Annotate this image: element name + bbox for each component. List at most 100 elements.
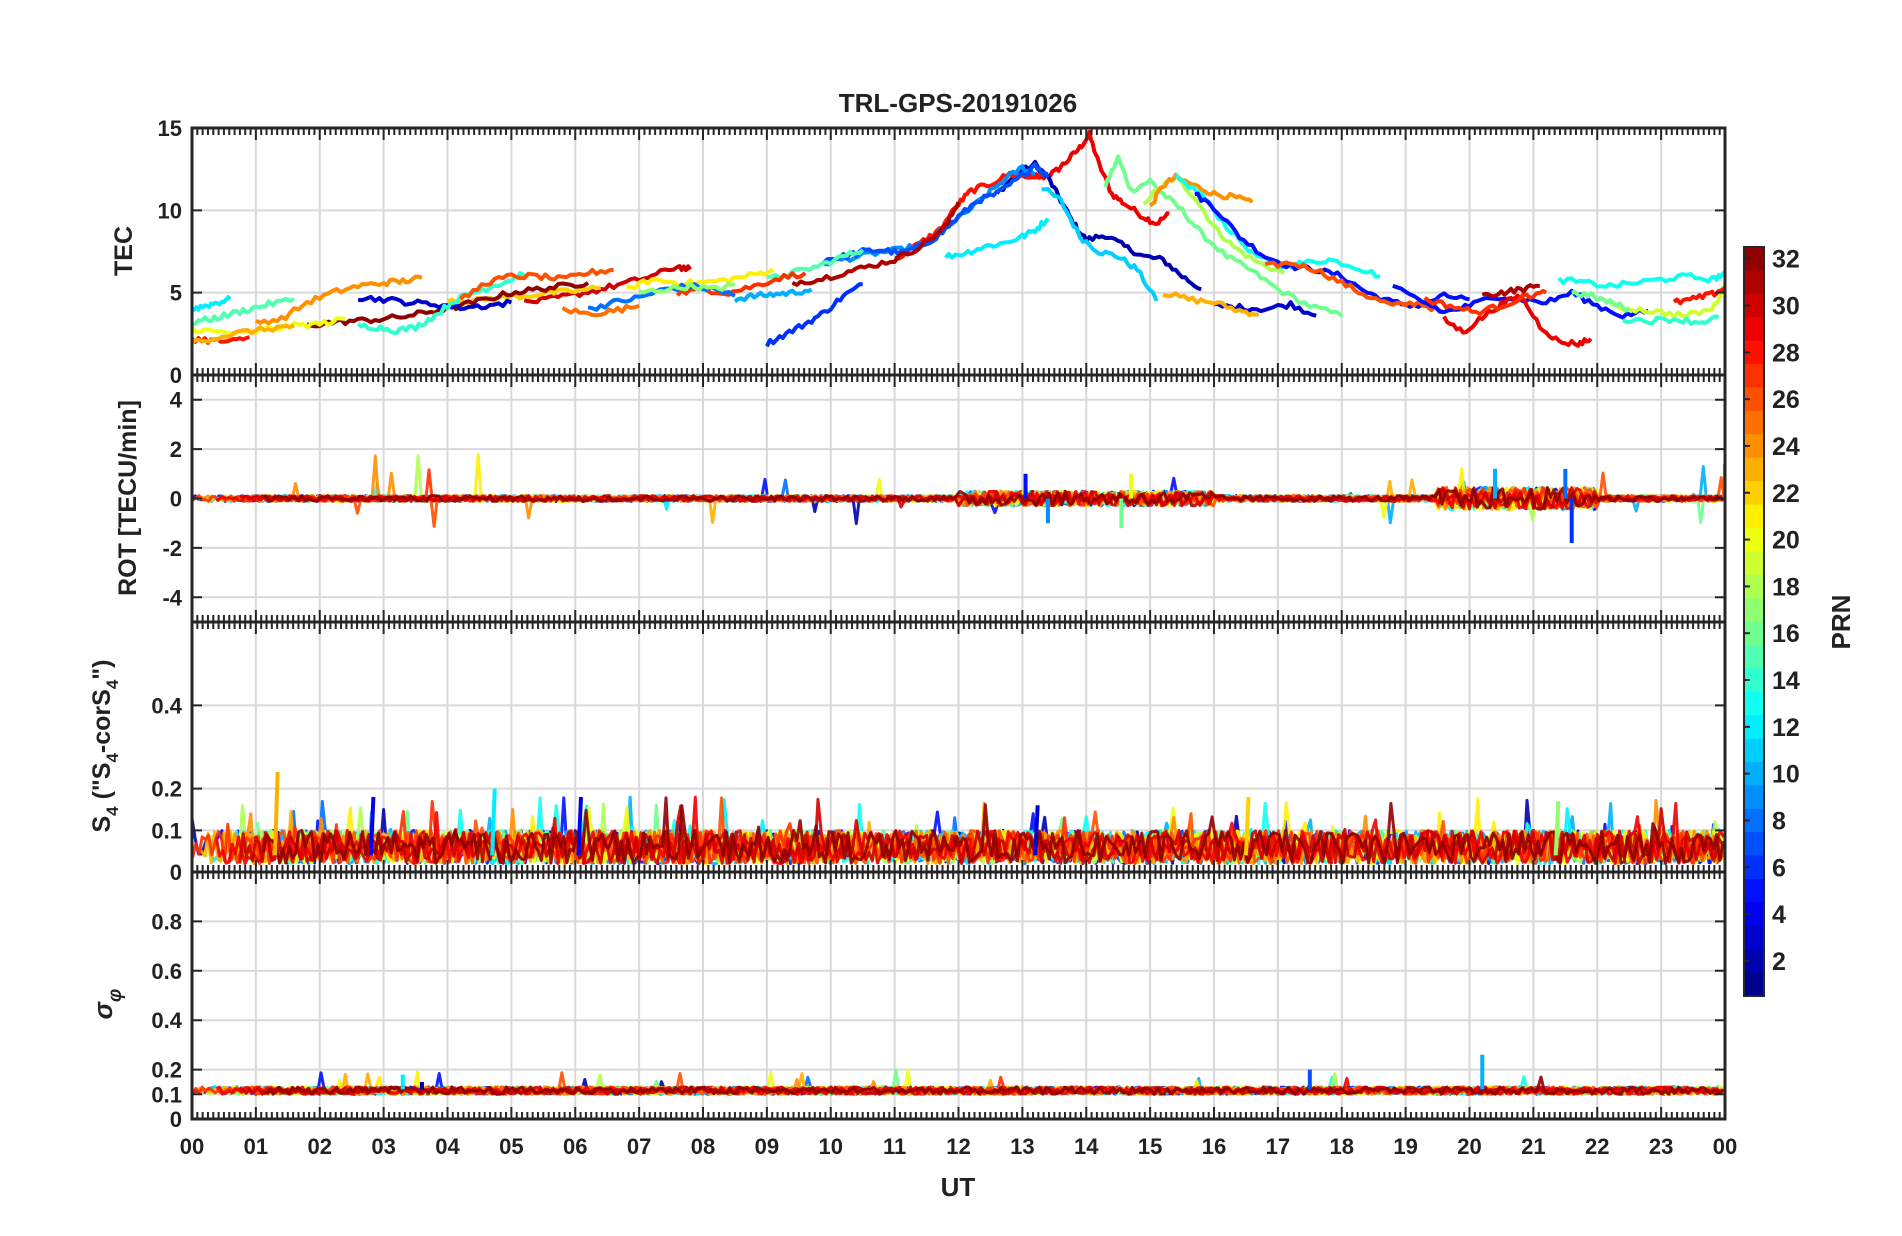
tec-series-line	[1041, 187, 1159, 302]
rot-traces	[192, 453, 1725, 543]
colorbar-cell	[1744, 481, 1764, 506]
colorbar-label: PRN	[1826, 595, 1856, 650]
tec-series-line	[1557, 270, 1725, 289]
tec-series-line	[1103, 154, 1343, 318]
colorbar-cell	[1744, 598, 1764, 623]
tec-series-line	[192, 295, 232, 312]
x-tick-label: 23	[1649, 1134, 1673, 1159]
colorbar-cell	[1744, 761, 1764, 786]
x-tick-label: 20	[1457, 1134, 1481, 1159]
chart-title: TRL-GPS-20191026	[839, 88, 1077, 118]
rot-y-tick-labels: -4 -2 0 2 4	[162, 388, 182, 611]
x-tick-label: 08	[691, 1134, 715, 1159]
s4-spike-line	[1553, 801, 1561, 856]
colorbar-cell	[1744, 949, 1764, 974]
y-tick-label: 0.1	[151, 818, 182, 843]
y-tick-label: 0.2	[151, 1058, 182, 1083]
x-tick-label: 00	[180, 1134, 204, 1159]
sigma-phi-panel: 00.10.2 0.4 0.6 0.8 σφ	[88, 870, 1727, 1132]
x-tick-label: 06	[563, 1134, 587, 1159]
s4-series-line	[262, 796, 1725, 866]
y-tick-label: 0.2	[151, 777, 182, 802]
tec-series-line	[192, 296, 295, 327]
tec-series-line	[1672, 286, 1725, 306]
colorbar-tick-label: 26	[1772, 386, 1800, 414]
s4-spike-line	[1033, 805, 1040, 856]
colorbar-tick-label: 30	[1772, 293, 1800, 321]
y-tick-label: 0.6	[151, 959, 182, 984]
s4-series-line	[214, 795, 1725, 866]
s4-label-sub2: 4	[103, 753, 122, 763]
y-tick-label: 0.8	[151, 909, 182, 934]
x-tick-label: 13	[1010, 1134, 1034, 1159]
tec-series-line	[944, 217, 1050, 260]
tec-series-line	[1481, 283, 1541, 299]
y-tick-label: 4	[170, 388, 183, 413]
tec-traces	[192, 129, 1725, 348]
colorbar-tick-label: 28	[1772, 339, 1800, 367]
tec-series-line	[1264, 260, 1445, 315]
tec-series-line	[523, 264, 692, 305]
tec-series-line	[192, 323, 295, 345]
sigma-phi-traces	[192, 1054, 1725, 1096]
colorbar-cell	[1744, 317, 1764, 342]
y-tick-label: 10	[158, 198, 182, 223]
s4-label-s: S	[88, 816, 116, 833]
colorbar-cell	[1744, 364, 1764, 389]
y-tick-label: 0.4	[151, 693, 182, 718]
phi-subscript: φ	[105, 989, 126, 1002]
tec-series-line	[1162, 291, 1260, 318]
colorbar-cell	[1744, 410, 1764, 435]
colorbar-tick-label: 4	[1772, 901, 1786, 929]
colorbar-frame	[1743, 246, 1765, 997]
x-minor-ticks	[191, 128, 1726, 375]
colorbar-cell	[1744, 504, 1764, 529]
tec-series-line	[1148, 172, 1254, 208]
s4-spike-line	[576, 796, 583, 856]
colorbar-tick-label: 18	[1772, 573, 1800, 601]
y-tick-label: 0.1	[151, 1082, 182, 1107]
x-tick-label: 01	[244, 1134, 268, 1159]
sigma-phi-y-tick-labels: 00.10.2 0.4 0.6 0.8	[151, 909, 182, 1132]
colorbar-cell	[1744, 902, 1764, 927]
s4-traces	[192, 771, 1725, 866]
colorbar-cell	[1744, 668, 1764, 693]
colorbar-tick-label: 24	[1772, 433, 1800, 461]
s4-label-mid1: ("S	[88, 763, 116, 807]
x-tick-label: 21	[1521, 1134, 1545, 1159]
tec-panel: 0 5 10 15 TEC	[110, 116, 1727, 388]
colorbar-tick-label: 22	[1772, 480, 1800, 508]
rot-panel: -4 -2 0 2 4 ROT [TECU/min]	[114, 373, 1727, 624]
colorbar-cell	[1744, 644, 1764, 669]
x-minor-ticks	[191, 622, 1726, 872]
colorbar-cell	[1744, 527, 1764, 552]
y-tick-label: 0.4	[151, 1008, 182, 1033]
y-tick-label: 2	[170, 437, 182, 462]
s4-spike-line	[368, 796, 376, 856]
colorbar-cell	[1744, 434, 1764, 459]
s4-panel: 00.10.20.4 S4 ("S4-corS4")	[88, 620, 1727, 885]
colorbar-cell	[1744, 808, 1764, 833]
tec-series-line	[638, 281, 736, 295]
s4-series-line	[238, 797, 1724, 866]
colorbar-cell	[1744, 738, 1764, 763]
s4-y-axis-label: S4 ("S4-corS4")	[88, 660, 122, 833]
colorbar-cell	[1744, 691, 1764, 716]
tec-series-line	[733, 287, 813, 303]
tec-series-line	[765, 282, 863, 348]
x-tick-label: 22	[1585, 1134, 1609, 1159]
x-tick-label: 11	[883, 1134, 906, 1159]
colorbar-cell	[1744, 247, 1764, 272]
colorbar-cell	[1744, 340, 1764, 365]
tec-y-tick-labels: 0 5 10 15	[158, 116, 182, 388]
x-tick-label: 14	[1074, 1134, 1099, 1159]
y-tick-label: 5	[170, 281, 182, 306]
x-tick-label: 02	[308, 1134, 332, 1159]
tec-series-line	[1621, 314, 1720, 326]
colorbar-cell	[1744, 878, 1764, 903]
x-tick-label: 17	[1266, 1134, 1290, 1159]
colorbar-cell	[1744, 574, 1764, 599]
s4-label-mid2: -corS	[88, 689, 116, 753]
tec-y-axis-label: TEC	[110, 226, 138, 276]
s4-label-sub3: 4	[103, 679, 122, 689]
